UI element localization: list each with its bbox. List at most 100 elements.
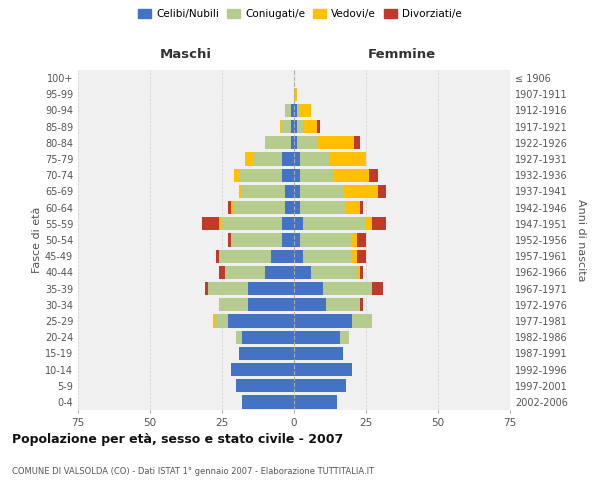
Bar — [265, 136, 291, 149]
Bar — [228, 201, 230, 214]
Bar — [372, 282, 383, 295]
Bar — [294, 234, 300, 246]
Bar — [355, 136, 360, 149]
Bar — [294, 152, 300, 166]
Bar — [294, 379, 346, 392]
Bar — [360, 266, 363, 279]
Bar — [239, 185, 242, 198]
Bar — [300, 104, 311, 117]
Bar — [297, 136, 317, 149]
Bar — [291, 120, 294, 134]
Bar — [352, 314, 372, 328]
Bar — [286, 185, 294, 198]
Bar — [242, 396, 294, 408]
Bar — [286, 201, 294, 214]
Y-axis label: Anni di nascita: Anni di nascita — [576, 198, 586, 281]
Bar — [300, 201, 346, 214]
Bar — [358, 266, 360, 279]
Bar — [239, 168, 283, 182]
Bar — [283, 120, 291, 134]
Bar — [294, 88, 297, 101]
Bar — [291, 104, 294, 117]
Bar — [360, 298, 363, 312]
Bar — [294, 201, 300, 214]
Bar — [230, 363, 294, 376]
Bar — [214, 314, 216, 328]
Bar — [294, 298, 326, 312]
Bar — [317, 136, 355, 149]
Bar — [302, 250, 352, 263]
Bar — [236, 379, 294, 392]
Bar — [294, 363, 352, 376]
Bar — [366, 217, 372, 230]
Bar — [326, 298, 360, 312]
Bar — [358, 250, 366, 263]
Bar — [294, 330, 340, 344]
Bar — [343, 185, 377, 198]
Bar — [280, 120, 283, 134]
Bar — [219, 250, 271, 263]
Bar — [294, 282, 323, 295]
Bar — [245, 152, 254, 166]
Bar — [283, 234, 294, 246]
Bar — [294, 120, 297, 134]
Bar — [219, 266, 225, 279]
Bar — [297, 104, 300, 117]
Text: COMUNE DI VALSOLDA (CO) - Dati ISTAT 1° gennaio 2007 - Elaborazione TUTTITALIA.I: COMUNE DI VALSOLDA (CO) - Dati ISTAT 1° … — [12, 468, 374, 476]
Y-axis label: Fasce di età: Fasce di età — [32, 207, 42, 273]
Bar — [294, 168, 300, 182]
Bar — [294, 104, 297, 117]
Bar — [300, 168, 334, 182]
Bar — [352, 250, 358, 263]
Bar — [239, 346, 294, 360]
Bar — [346, 201, 360, 214]
Bar — [228, 314, 294, 328]
Bar — [202, 217, 219, 230]
Bar — [233, 201, 286, 214]
Bar — [302, 120, 317, 134]
Bar — [230, 201, 233, 214]
Bar — [216, 250, 219, 263]
Bar — [294, 346, 343, 360]
Bar — [242, 185, 286, 198]
Bar — [228, 234, 230, 246]
Bar — [283, 217, 294, 230]
Bar — [300, 185, 343, 198]
Bar — [372, 217, 386, 230]
Bar — [254, 152, 283, 166]
Bar — [236, 330, 242, 344]
Bar — [294, 185, 300, 198]
Bar — [358, 234, 366, 246]
Text: Popolazione per età, sesso e stato civile - 2007: Popolazione per età, sesso e stato civil… — [12, 432, 343, 446]
Bar — [323, 282, 372, 295]
Bar — [294, 396, 337, 408]
Bar — [311, 266, 358, 279]
Bar — [271, 250, 294, 263]
Bar — [208, 282, 248, 295]
Bar — [302, 217, 366, 230]
Bar — [225, 266, 265, 279]
Bar — [248, 298, 294, 312]
Bar — [300, 152, 329, 166]
Bar — [377, 185, 386, 198]
Bar — [219, 298, 248, 312]
Bar — [283, 152, 294, 166]
Bar — [369, 168, 377, 182]
Bar — [300, 234, 352, 246]
Bar — [205, 282, 208, 295]
Bar — [334, 168, 369, 182]
Bar — [216, 314, 228, 328]
Bar — [230, 234, 283, 246]
Text: Femmine: Femmine — [368, 48, 436, 61]
Bar — [242, 330, 294, 344]
Bar — [360, 201, 363, 214]
Legend: Celibi/Nubili, Coniugati/e, Vedovi/e, Divorziati/e: Celibi/Nubili, Coniugati/e, Vedovi/e, Di… — [134, 5, 466, 24]
Bar — [294, 136, 297, 149]
Bar — [248, 282, 294, 295]
Bar — [283, 168, 294, 182]
Bar — [297, 120, 302, 134]
Text: Maschi: Maschi — [160, 48, 212, 61]
Bar — [286, 104, 291, 117]
Bar — [222, 217, 283, 230]
Bar — [294, 314, 352, 328]
